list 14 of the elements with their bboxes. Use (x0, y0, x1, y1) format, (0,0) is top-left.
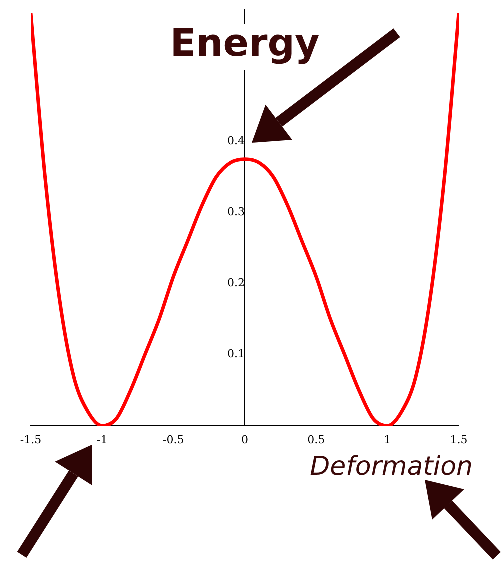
x-tick-label: -1.5 (20, 433, 42, 446)
chart-title: Energy (170, 20, 320, 65)
x-axis-title: Deformation (310, 452, 473, 482)
x-tick-label: 0 (242, 433, 248, 446)
x-tick-label: 0.5 (308, 433, 326, 446)
line-series (31, 12, 459, 426)
y-tick-label: 0.1 (228, 348, 245, 361)
x-tick-label: -1 (96, 433, 108, 446)
y-tick-label: 0.3 (228, 206, 245, 219)
x-tick-label: 1 (384, 433, 392, 446)
y-tick-label: 0.2 (228, 276, 245, 290)
y-tick-label: 0.4 (228, 134, 245, 148)
x-tick-label: -0.5 (163, 433, 184, 446)
x-tick-label: 1.5 (450, 433, 468, 446)
